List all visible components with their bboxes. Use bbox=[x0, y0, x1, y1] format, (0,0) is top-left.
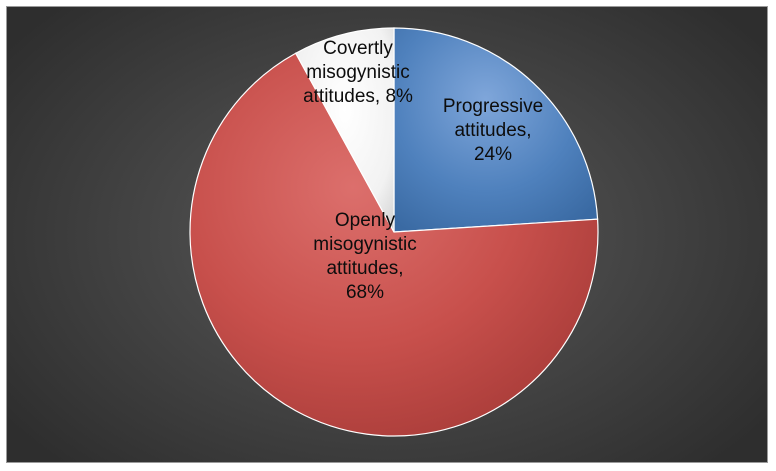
pie-labels: Progressive attitudes, 24% Openly misogynist… bbox=[303, 38, 543, 303]
slice-label-progressive-attitudes: Progressive attitudes, 24% bbox=[443, 96, 543, 165]
pie-slice-openly-misogynistic-attitudes bbox=[189, 52, 599, 437]
pie-slice-covertly-misogynistic-attitudes bbox=[294, 27, 395, 233]
slice-label-openly-misogynistic-attitudes: Openly misogynistic attitudes, 68% bbox=[313, 210, 416, 303]
pie-slices bbox=[189, 27, 599, 437]
chart-area: Progressive attitudes, 24% Openly misogynist… bbox=[6, 6, 768, 463]
slice-label-covertly-misogynistic-attitudes: Covertly misogynistic attitudes, 8% bbox=[303, 38, 413, 107]
pie-slice-progressive-attitudes bbox=[393, 27, 599, 233]
pie-chart: Progressive attitudes, 24% Openly misogynist… bbox=[189, 27, 599, 437]
